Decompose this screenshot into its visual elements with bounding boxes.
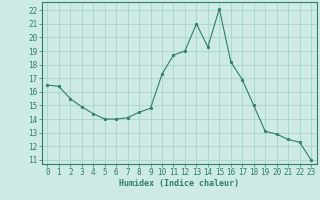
X-axis label: Humidex (Indice chaleur): Humidex (Indice chaleur) xyxy=(119,179,239,188)
